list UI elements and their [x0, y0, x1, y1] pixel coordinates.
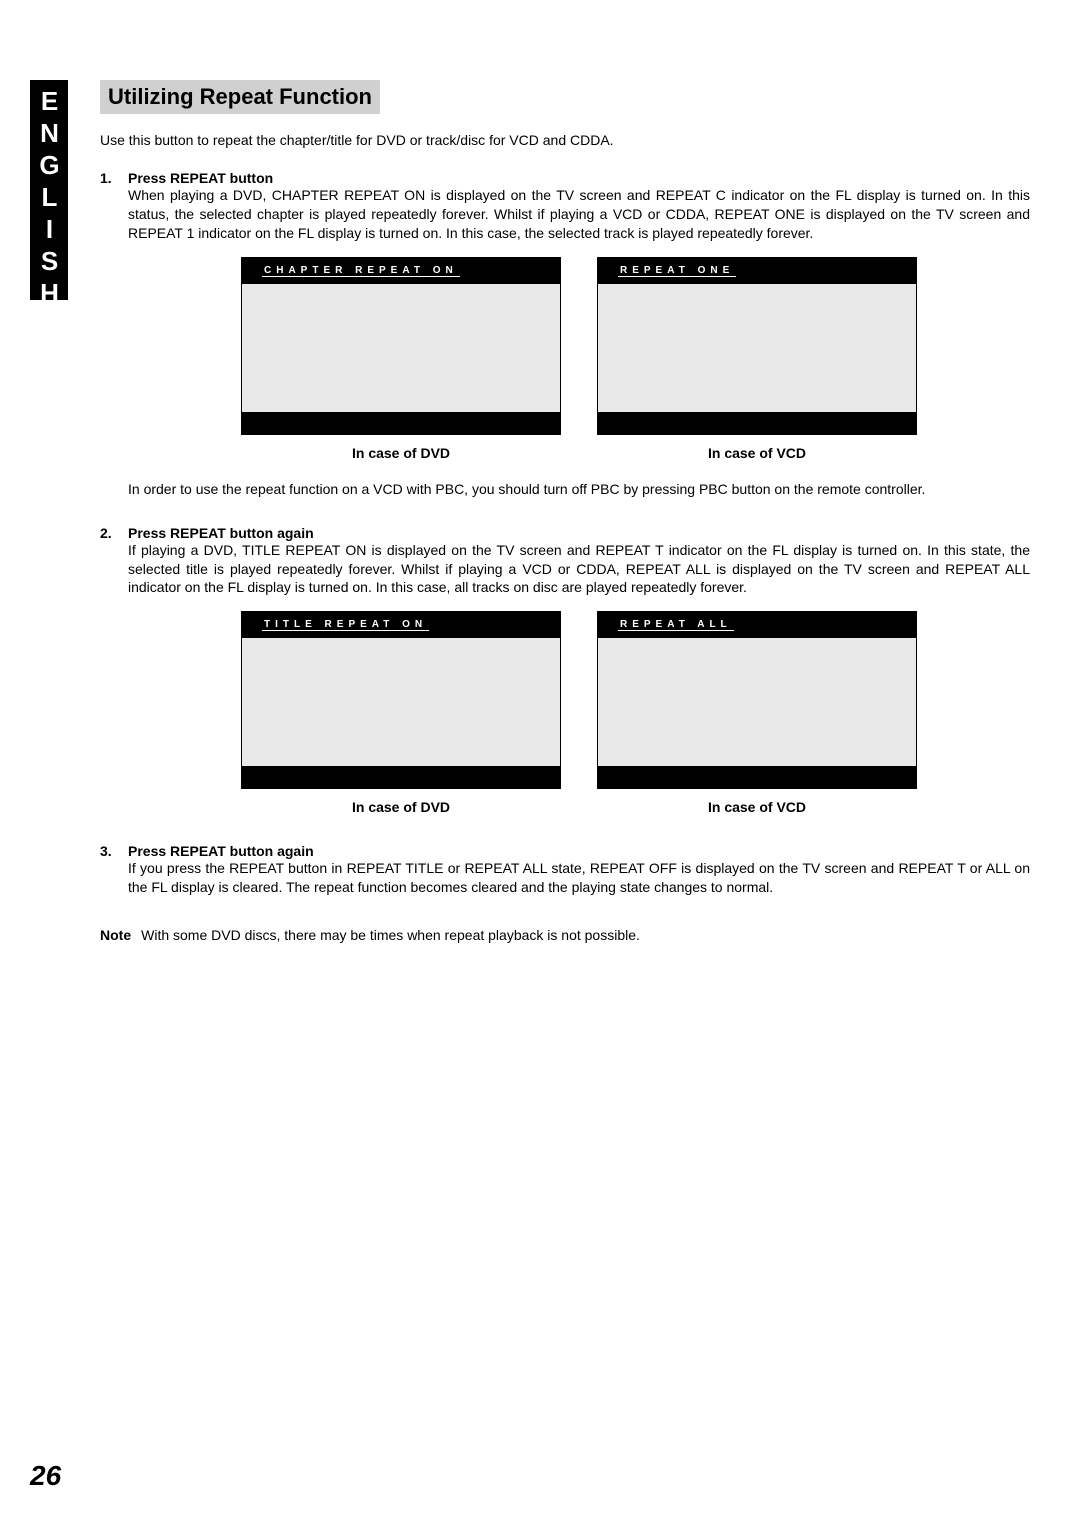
step-1-title: Press REPEAT button: [128, 170, 273, 186]
step-3-title: Press REPEAT button again: [128, 843, 314, 859]
step-3-head: 3.Press REPEAT button again: [100, 843, 1030, 859]
note-text: With some DVD discs, there may be times …: [141, 927, 640, 943]
step-1: 1.Press REPEAT button When playing a DVD…: [100, 170, 1030, 497]
page-number: 26: [30, 1460, 61, 1492]
fig-caption: In case of VCD: [708, 445, 806, 461]
fig-caption: In case of VCD: [708, 799, 806, 815]
tv-screen-icon: CHAPTER REPEAT ON: [241, 257, 561, 435]
intro-text: Use this button to repeat the chapter/ti…: [100, 132, 1030, 148]
osd-label: REPEAT ONE: [618, 265, 736, 277]
step-3: 3.Press REPEAT button again If you press…: [100, 843, 1030, 897]
step-3-number: 3.: [100, 843, 128, 859]
step-1-after-note: In order to use the repeat function on a…: [128, 481, 1030, 497]
fig-caption: In case of DVD: [352, 445, 450, 461]
step-3-body: If you press the REPEAT button in REPEAT…: [128, 859, 1030, 897]
step-1-figures: CHAPTER REPEAT ON In case of DVD REPEAT …: [128, 257, 1030, 461]
step-2-fig-vcd: REPEAT ALL In case of VCD: [597, 611, 917, 815]
step-1-fig-dvd: CHAPTER REPEAT ON In case of DVD: [241, 257, 561, 461]
step-2-number: 2.: [100, 525, 128, 541]
section-title: Utilizing Repeat Function: [100, 80, 380, 114]
manual-page: ENGLISH Utilizing Repeat Function Use th…: [0, 0, 1080, 1528]
step-2: 2.Press REPEAT button again If playing a…: [100, 525, 1030, 816]
step-2-fig-dvd: TITLE REPEAT ON In case of DVD: [241, 611, 561, 815]
osd-label: CHAPTER REPEAT ON: [262, 265, 460, 277]
step-2-title: Press REPEAT button again: [128, 525, 314, 541]
tv-screen-icon: REPEAT ONE: [597, 257, 917, 435]
step-1-number: 1.: [100, 170, 128, 186]
tv-screen-icon: TITLE REPEAT ON: [241, 611, 561, 789]
fig-caption: In case of DVD: [352, 799, 450, 815]
step-1-head: 1.Press REPEAT button: [100, 170, 1030, 186]
tv-screen-icon: REPEAT ALL: [597, 611, 917, 789]
step-2-figures: TITLE REPEAT ON In case of DVD REPEAT AL…: [128, 611, 1030, 815]
note-label: Note: [100, 927, 131, 943]
step-1-body: When playing a DVD, CHAPTER REPEAT ON is…: [128, 186, 1030, 243]
language-tab: ENGLISH: [30, 80, 68, 300]
note-line: Note With some DVD discs, there may be ti…: [100, 927, 1030, 943]
step-2-body: If playing a DVD, TITLE REPEAT ON is dis…: [128, 541, 1030, 598]
step-2-head: 2.Press REPEAT button again: [100, 525, 1030, 541]
osd-label: REPEAT ALL: [618, 619, 734, 631]
step-1-fig-vcd: REPEAT ONE In case of VCD: [597, 257, 917, 461]
osd-label: TITLE REPEAT ON: [262, 619, 429, 631]
